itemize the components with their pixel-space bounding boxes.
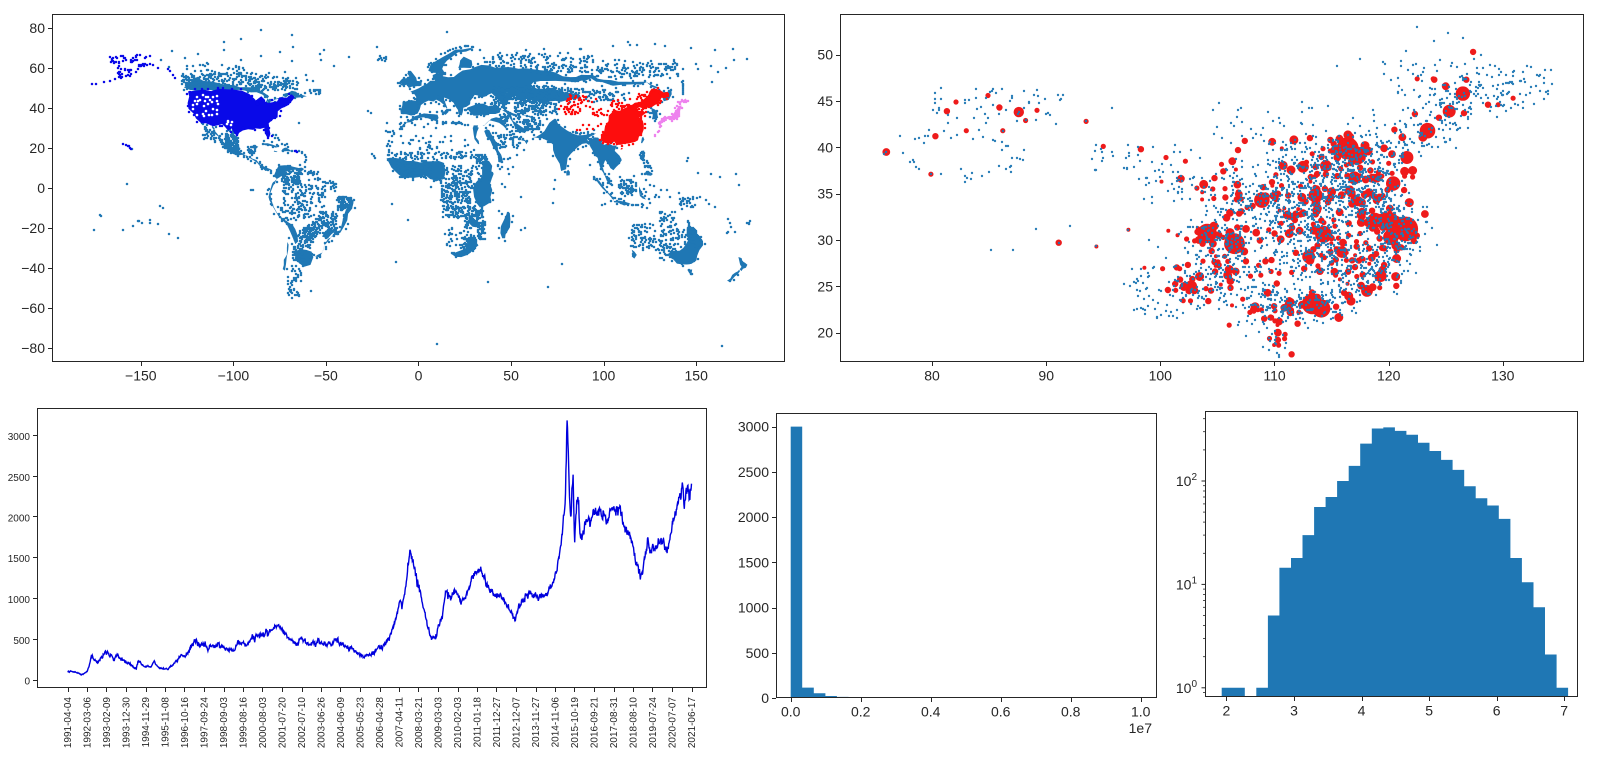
svg-text:100: 100 (592, 367, 616, 383)
svg-text:−50: −50 (314, 367, 338, 383)
svg-text:2019-07-24: 2019-07-24 (648, 697, 659, 749)
svg-text:2000: 2000 (738, 509, 769, 525)
svg-text:2006-04-28: 2006-04-28 (375, 697, 386, 749)
svg-text:0: 0 (37, 180, 45, 196)
svg-text:1992-03-06: 1992-03-06 (83, 697, 94, 749)
svg-text:2002-07-10: 2002-07-10 (297, 697, 308, 749)
svg-text:3000: 3000 (738, 419, 769, 435)
svg-text:1998-09-03: 1998-09-03 (219, 697, 230, 749)
svg-text:0: 0 (24, 677, 30, 688)
svg-text:40: 40 (29, 100, 45, 116)
svg-text:6: 6 (1493, 702, 1501, 718)
svg-text:2018-08-10: 2018-08-10 (629, 697, 640, 749)
svg-text:2017-08-31: 2017-08-31 (609, 697, 620, 749)
svg-text:30: 30 (817, 232, 833, 248)
svg-text:120: 120 (1377, 367, 1401, 383)
svg-text:2010-02-03: 2010-02-03 (453, 697, 464, 749)
svg-text:−150: −150 (125, 367, 157, 383)
svg-text:0.0: 0.0 (781, 703, 801, 719)
svg-text:7: 7 (1560, 702, 1568, 718)
svg-text:20: 20 (29, 140, 45, 156)
svg-text:2015-10-19: 2015-10-19 (570, 697, 581, 749)
svg-text:2008-03-21: 2008-03-21 (414, 697, 425, 749)
svg-text:0.8: 0.8 (1061, 703, 1081, 719)
svg-text:50: 50 (503, 367, 519, 383)
svg-text:1991-04-04: 1991-04-04 (63, 697, 74, 749)
svg-text:0.6: 0.6 (991, 703, 1011, 719)
svg-text:4: 4 (1358, 702, 1366, 718)
svg-text:0: 0 (415, 367, 423, 383)
svg-text:80: 80 (924, 367, 940, 383)
svg-text:1000: 1000 (8, 595, 31, 606)
svg-text:2003-06-26: 2003-06-26 (317, 697, 328, 749)
svg-text:2012-12-07: 2012-12-07 (512, 697, 523, 749)
svg-text:−60: −60 (21, 300, 45, 316)
svg-text:90: 90 (1038, 367, 1054, 383)
svg-text:130: 130 (1491, 367, 1515, 383)
svg-text:1999-08-16: 1999-08-16 (239, 697, 250, 749)
svg-text:0.4: 0.4 (921, 703, 941, 719)
svg-text:5: 5 (1425, 702, 1433, 718)
svg-text:500: 500 (13, 636, 30, 647)
svg-text:0: 0 (761, 690, 769, 706)
svg-text:1500: 1500 (8, 554, 31, 565)
svg-text:2020-07-07: 2020-07-07 (668, 697, 679, 749)
svg-text:2014-11-06: 2014-11-06 (551, 697, 562, 748)
svg-text:0.2: 0.2 (851, 703, 871, 719)
svg-text:−100: −100 (218, 367, 250, 383)
svg-text:2001-07-20: 2001-07-20 (278, 697, 289, 749)
svg-text:2021-06-17: 2021-06-17 (687, 697, 698, 749)
svg-text:1996-10-16: 1996-10-16 (180, 697, 191, 749)
svg-text:3000: 3000 (8, 432, 31, 443)
svg-text:2011-01-18: 2011-01-18 (473, 697, 484, 748)
svg-text:2013-11-27: 2013-11-27 (531, 697, 542, 748)
svg-text:1997-09-24: 1997-09-24 (200, 697, 211, 749)
svg-text:50: 50 (817, 47, 833, 63)
svg-text:40: 40 (817, 139, 833, 155)
svg-text:2000: 2000 (8, 514, 31, 525)
svg-text:2011-12-27: 2011-12-27 (492, 697, 503, 748)
svg-text:150: 150 (685, 367, 709, 383)
svg-text:1994-11-29: 1994-11-29 (141, 697, 152, 748)
svg-text:−80: −80 (21, 340, 45, 356)
svg-text:1993-12-30: 1993-12-30 (122, 697, 133, 749)
svg-text:1000: 1000 (738, 600, 769, 616)
svg-text:2: 2 (1223, 702, 1231, 718)
svg-text:2009-03-03: 2009-03-03 (434, 697, 445, 749)
svg-text:500: 500 (746, 645, 770, 661)
svg-text:−20: −20 (21, 220, 45, 236)
svg-text:2004-06-09: 2004-06-09 (336, 697, 347, 749)
svg-text:1993-02-09: 1993-02-09 (102, 697, 113, 749)
svg-text:3: 3 (1290, 702, 1298, 718)
svg-text:2007-04-11: 2007-04-11 (395, 697, 406, 748)
svg-text:2000-08-03: 2000-08-03 (258, 697, 269, 749)
svg-text:100: 100 (1149, 367, 1173, 383)
svg-text:1e7: 1e7 (1129, 720, 1153, 736)
svg-text:80: 80 (29, 20, 45, 36)
svg-text:2005-05-23: 2005-05-23 (356, 697, 367, 749)
svg-text:1995-11-08: 1995-11-08 (161, 697, 172, 748)
svg-text:2500: 2500 (8, 473, 31, 484)
svg-text:−40: −40 (21, 260, 45, 276)
svg-text:2016-09-21: 2016-09-21 (590, 697, 601, 749)
svg-text:35: 35 (817, 186, 833, 202)
svg-text:110: 110 (1263, 367, 1286, 383)
svg-text:60: 60 (29, 60, 45, 76)
svg-text:1500: 1500 (738, 554, 769, 570)
svg-text:45: 45 (817, 93, 833, 109)
svg-text:1.0: 1.0 (1131, 703, 1151, 719)
svg-text:2500: 2500 (738, 464, 769, 480)
svg-text:20: 20 (817, 325, 833, 341)
svg-text:25: 25 (817, 278, 833, 294)
